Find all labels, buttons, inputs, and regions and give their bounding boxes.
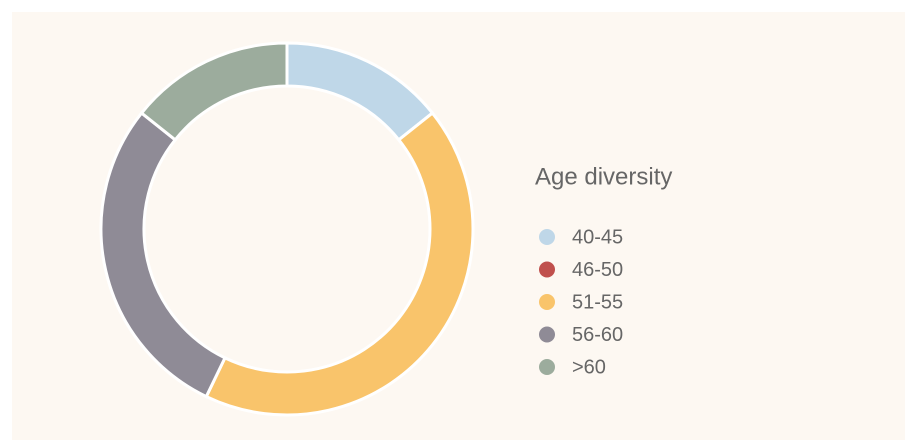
legend-swatch (539, 229, 555, 245)
legend-swatch (539, 326, 555, 343)
legend-label: >60 (572, 356, 606, 378)
donut-segment (204, 110, 475, 417)
donut-segment (139, 41, 289, 142)
legend-label: 51-55 (572, 291, 623, 313)
legend-label: 56-60 (572, 324, 623, 346)
legend-swatch (539, 261, 555, 278)
legend-swatch (539, 359, 555, 375)
legend-label: 46-50 (572, 259, 623, 281)
legend-label: 40-45 (572, 226, 623, 248)
legend-title: Age diversity (535, 163, 672, 190)
legend-swatch (539, 294, 555, 310)
